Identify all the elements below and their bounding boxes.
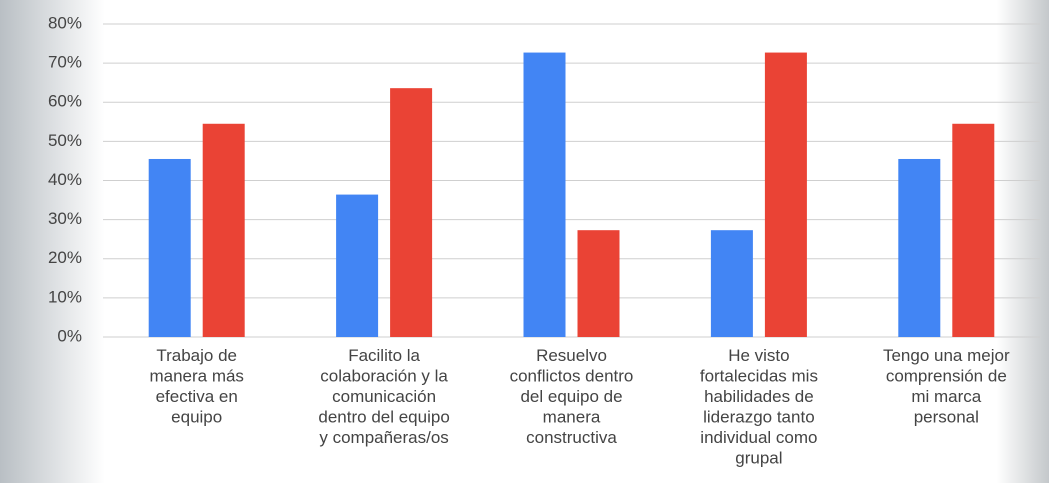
- x-tick-label-line: fortalecidas mis: [700, 367, 818, 386]
- x-tick-label: Facilito la colaboración y la comunicación…: [318, 346, 449, 447]
- x-tick-label-line: Trabajo de: [156, 346, 237, 365]
- bar: [390, 88, 433, 337]
- bar: [148, 158, 191, 337]
- x-tick-label-line: Tengo una mejor: [883, 346, 1010, 365]
- x-tick-label-line: comprensión de: [886, 367, 1007, 386]
- y-tick-label: 20%: [48, 248, 82, 267]
- bar: [577, 230, 620, 337]
- x-tick-label-line: individual como: [700, 428, 817, 447]
- x-tick-label-line: mi marca: [911, 387, 981, 406]
- x-tick-label-line: He visto: [728, 346, 789, 365]
- x-tick-label-line: manera: [543, 408, 601, 427]
- bar: [898, 158, 941, 337]
- x-tick-label: Trabajo de manera más efectiva en equipo: [149, 346, 243, 427]
- x-tick-label-line: manera más: [149, 367, 243, 386]
- bar: [764, 52, 807, 337]
- x-tick-label-line: constructiva: [526, 428, 617, 447]
- y-tick-label: 60%: [48, 92, 82, 111]
- x-tick-label-line: grupal: [735, 449, 782, 468]
- x-tick-label-line: y compañeras/os: [319, 428, 448, 447]
- x-tick-label: Resuelvo conflictos dentro del equipo de ma…: [510, 346, 634, 447]
- x-tick-label-line: del equipo de: [520, 387, 622, 406]
- x-tick-label-line: Resuelvo: [536, 346, 607, 365]
- y-tick-label: 40%: [48, 170, 82, 189]
- y-tick-label: 10%: [48, 287, 82, 306]
- x-tick-label-line: dentro del equipo: [318, 408, 449, 427]
- y-tick-label: 30%: [48, 209, 82, 228]
- x-tick-label-line: personal: [914, 408, 979, 427]
- bar: [710, 230, 753, 337]
- x-tick-label-line: colaboración y la: [320, 367, 448, 386]
- bar: [336, 194, 379, 337]
- y-tick-label: 0%: [57, 326, 82, 345]
- x-tick-label-line: comunicación: [332, 387, 436, 406]
- x-tick-label-line: habilidades de: [704, 387, 814, 406]
- bar: [202, 123, 245, 337]
- x-tick-label: He visto fortalecidas mis habilidades de li…: [700, 346, 818, 468]
- x-tick-label-line: conflictos dentro: [510, 367, 634, 386]
- y-tick-label: 70%: [48, 53, 82, 72]
- y-tick-label: 80%: [48, 13, 82, 32]
- x-tick-label-line: Facilito la: [348, 346, 420, 365]
- x-tick-label-line: liderazgo tanto: [703, 408, 815, 427]
- x-tick-label-line: equipo: [171, 408, 222, 427]
- y-tick-label: 50%: [48, 131, 82, 150]
- bar: [952, 123, 995, 337]
- bar: [523, 52, 566, 337]
- x-tick-label-line: efectiva en: [156, 387, 238, 406]
- x-tick-label: Tengo una mejor comprensión de mi marca per…: [883, 346, 1010, 427]
